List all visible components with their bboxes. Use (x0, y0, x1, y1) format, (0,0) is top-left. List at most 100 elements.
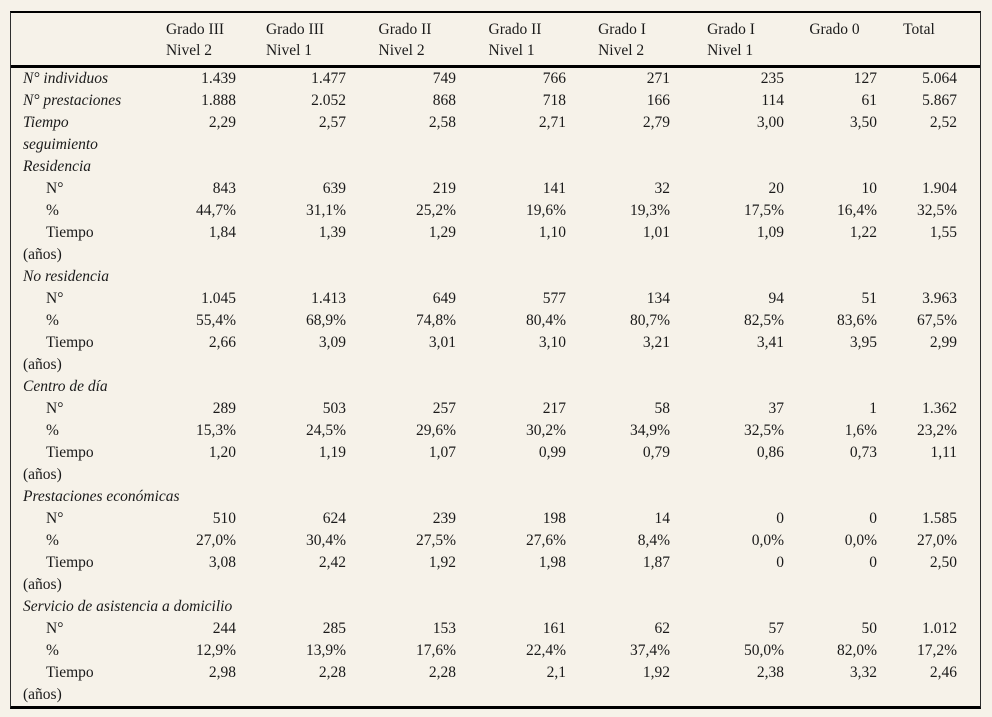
cell: 1.585 (922, 510, 957, 527)
column-header-line2: Nivel 1 (488, 42, 535, 59)
cell: 127 (853, 70, 877, 87)
cell: 2,28 (318, 664, 346, 681)
row-label: N° (11, 508, 150, 530)
section-row: No residencia (11, 266, 980, 288)
column-header: Grado II Nivel 2 (350, 13, 460, 68)
cell: 1.439 (201, 70, 236, 87)
table-row: N° prestaciones 1.888 2.052 868 718 166 114 61 5… (11, 90, 980, 112)
cell: 57 (768, 620, 785, 637)
column-header: Grado III Nivel 2 (150, 13, 240, 68)
cell: 1,10 (538, 224, 566, 241)
cell: 80,4% (525, 312, 566, 329)
row-label: N° (11, 288, 150, 310)
cell: 2,50 (929, 554, 957, 571)
table-row: N° 244 285 153 161 62 57 50 1.012 (11, 618, 980, 640)
column-header: Grado 0 (788, 13, 881, 68)
cell: 257 (432, 400, 456, 417)
column-header-line2: Nivel 2 (378, 42, 425, 59)
cell: 153 (432, 620, 456, 637)
table-row: Tiempo (años) 2,66 3,09 3,01 3,10 3,21 3,41 3,95… (11, 332, 980, 376)
cell: 1.888 (201, 92, 236, 109)
column-header-text: Grado II Nivel 1 (489, 19, 542, 61)
cell: 51 (861, 290, 878, 307)
cell: 2,29 (208, 114, 236, 131)
cell: 285 (322, 620, 346, 637)
cell: 639 (322, 180, 346, 197)
column-header-line2: Nivel 1 (265, 42, 312, 59)
cell: 2,42 (318, 554, 346, 571)
cell: 0 (869, 554, 877, 571)
row-label-line2: (años) (23, 246, 62, 263)
cell: 62 (654, 620, 671, 637)
cell: 3,50 (849, 114, 877, 131)
row-label-line1: Tiempo (46, 444, 94, 461)
table-row: N° 289 503 257 217 58 37 1 1.362 (11, 398, 980, 420)
column-header-line1: Grado II (488, 21, 542, 38)
cell: 5.064 (922, 70, 957, 87)
cell: 1.012 (922, 620, 957, 637)
header-label-spacer (11, 13, 150, 68)
cell: 58 (654, 400, 671, 417)
column-header: Grado I Nivel 1 (674, 13, 788, 68)
cell: 24,5% (305, 422, 346, 439)
column-header-line1: Grado I (598, 21, 646, 38)
cell: 1,39 (318, 224, 346, 241)
column-header-text: Grado 0 (809, 19, 859, 40)
cell: 1,01 (642, 224, 670, 241)
cell: 3,09 (318, 334, 346, 351)
row-label: Tiempo seguimiento (11, 112, 150, 156)
cell: 14 (654, 510, 671, 527)
cell: 1,11 (930, 444, 957, 461)
row-label: No residencia (11, 266, 150, 288)
cell: 1,29 (428, 224, 456, 241)
cell: 50 (861, 620, 878, 637)
cell: 16,4% (836, 202, 877, 219)
column-header-line1: Total (903, 21, 935, 38)
cell: 3,10 (538, 334, 566, 351)
column-header-text: Total (903, 19, 935, 40)
cell: 2,1 (546, 664, 566, 681)
cell: 1,92 (428, 554, 456, 571)
column-header-text: Grado III Nivel 1 (266, 19, 324, 61)
cell: 17,2% (916, 642, 957, 659)
table-row: Tiempo (años) 2,98 2,28 2,28 2,1 1,92 2,38 3,32 2… (11, 662, 980, 706)
cell: 198 (542, 510, 566, 527)
cell: 166 (646, 92, 670, 109)
cell: 0,99 (538, 444, 566, 461)
empty-cells (150, 376, 980, 398)
cell: 2,79 (642, 114, 670, 131)
row-label-line1: N° (46, 620, 64, 637)
cell: 32 (654, 180, 671, 197)
column-header-text: Grado I Nivel 2 (598, 19, 646, 61)
row-label: N° (11, 398, 150, 420)
cell: 1,84 (208, 224, 236, 241)
section-row: Prestaciones económicas (11, 486, 980, 508)
table-body: N° individuos 1.439 1.477 749 766 271 235 127 5.… (11, 67, 980, 707)
row-label-line1: N° (46, 400, 64, 417)
cell: 2,99 (929, 334, 957, 351)
cell: 55,4% (195, 312, 236, 329)
cell: 1,87 (642, 554, 670, 571)
row-label: % (11, 640, 150, 662)
data-table: Grado III Nivel 2 Grado III Nivel 1 Grado II… (11, 13, 980, 706)
cell: 32,5% (916, 202, 957, 219)
cell: 37,4% (629, 642, 670, 659)
cell: 37 (768, 400, 785, 417)
cell: 3.963 (922, 290, 957, 307)
cell: 30,2% (525, 422, 566, 439)
cell: 2,71 (538, 114, 566, 131)
cell: 1.045 (201, 290, 236, 307)
cell: 0,79 (642, 444, 670, 461)
cell: 1,98 (538, 554, 566, 571)
cell: 29,6% (415, 422, 456, 439)
column-header-text: Grado I Nivel 1 (707, 19, 755, 61)
cell: 114 (761, 92, 784, 109)
cell: 82,0% (836, 642, 877, 659)
cell: 271 (646, 70, 670, 87)
column-header-line2: Nivel 1 (707, 42, 754, 59)
cell: 68,9% (305, 312, 346, 329)
row-label-line1: Tiempo (46, 334, 94, 351)
row-label-line1: Residencia (23, 158, 92, 175)
row-label-line1: % (46, 642, 59, 659)
cell: 19,6% (525, 202, 566, 219)
